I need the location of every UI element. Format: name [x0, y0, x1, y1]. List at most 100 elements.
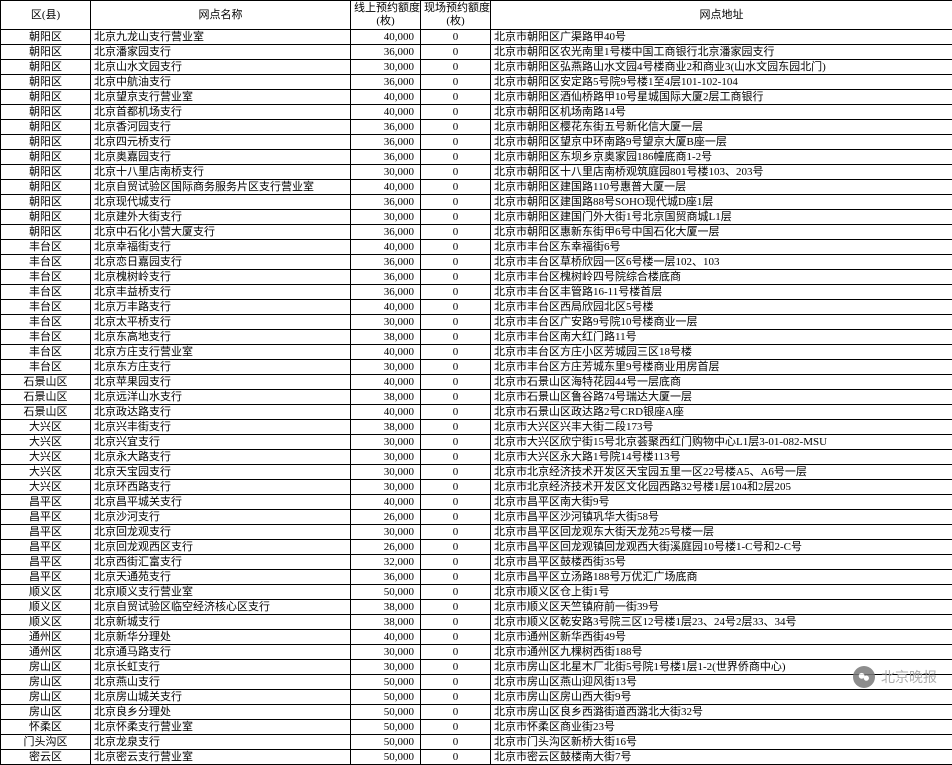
cell: 北京房山城关支行 [91, 690, 351, 705]
cell: 0 [421, 105, 491, 120]
cell: 50,000 [351, 735, 421, 750]
cell: 北京市朝阳区农光南里1号楼中国工商银行北京潘家园支行 [491, 45, 952, 60]
cell: 0 [421, 285, 491, 300]
cell: 朝阳区 [1, 30, 91, 45]
cell: 北京苹果园支行 [91, 375, 351, 390]
cell: 北京市门头沟区新桥大街16号 [491, 735, 952, 750]
cell: 北京市朝阳区樱花东街五号新化信大厦一层 [491, 120, 952, 135]
cell: 36,000 [351, 150, 421, 165]
cell: 丰台区 [1, 345, 91, 360]
cell: 北京九龙山支行营业室 [91, 30, 351, 45]
cell: 北京市丰台区方庄芳城东里9号楼商业用房首层 [491, 360, 952, 375]
cell: 丰台区 [1, 315, 91, 330]
table-row: 丰台区北京方庄支行营业室40,0000北京市丰台区方庄小区芳城园三区18号楼 [1, 345, 952, 360]
table-row: 门头沟区北京龙泉支行50,0000北京市门头沟区新桥大街16号 [1, 735, 952, 750]
cell: 40,000 [351, 240, 421, 255]
cell: 50,000 [351, 705, 421, 720]
cell: 密云区 [1, 750, 91, 765]
table-row: 朝阳区北京中石化小营大厦支行36,0000北京市朝阳区惠新东街甲6号中国石化大厦… [1, 225, 952, 240]
col-header-0: 区(县) [1, 1, 91, 30]
cell: 房山区 [1, 675, 91, 690]
cell: 北京市顺义区天竺镇府前一街39号 [491, 600, 952, 615]
cell: 30,000 [351, 165, 421, 180]
cell: 房山区 [1, 690, 91, 705]
cell: 0 [421, 150, 491, 165]
table-row: 丰台区北京太平桥支行30,0000北京市丰台区广安路9号院10号楼商业一层 [1, 315, 952, 330]
cell: 丰台区 [1, 270, 91, 285]
cell: 北京山水文园支行 [91, 60, 351, 75]
cell: 北京市朝阳区十八里店南桥观筑庭园801号楼103、203号 [491, 165, 952, 180]
cell: 0 [421, 405, 491, 420]
cell: 石景山区 [1, 375, 91, 390]
cell: 北京天宝园支行 [91, 465, 351, 480]
cell: 0 [421, 165, 491, 180]
cell: 怀柔区 [1, 720, 91, 735]
cell: 顺义区 [1, 615, 91, 630]
cell: 30,000 [351, 315, 421, 330]
cell: 北京密云支行营业室 [91, 750, 351, 765]
cell: 朝阳区 [1, 150, 91, 165]
cell: 36,000 [351, 270, 421, 285]
table-row: 丰台区北京丰益桥支行36,0000北京市丰台区丰管路16-11号楼首层 [1, 285, 952, 300]
cell: 50,000 [351, 675, 421, 690]
table-row: 朝阳区北京四元桥支行36,0000北京市朝阳区望京中环南路9号望京大厦B座一层 [1, 135, 952, 150]
table-row: 大兴区北京环西路支行30,0000北京市北京经济技术开发区文化园西路32号楼1层… [1, 480, 952, 495]
cell: 北京市丰台区草桥欣园一区6号楼一层102、103 [491, 255, 952, 270]
table-row: 石景山区北京远洋山水支行38,0000北京市石景山区鲁谷路74号瑞达大厦一层 [1, 390, 952, 405]
cell: 40,000 [351, 405, 421, 420]
col-header-4: 网点地址 [491, 1, 952, 30]
cell: 通州区 [1, 630, 91, 645]
cell: 36,000 [351, 225, 421, 240]
cell: 石景山区 [1, 405, 91, 420]
cell: 北京建外大街支行 [91, 210, 351, 225]
cell: 北京市大兴区永大路1号院14号楼113号 [491, 450, 952, 465]
cell: 丰台区 [1, 240, 91, 255]
cell: 大兴区 [1, 435, 91, 450]
table-row: 大兴区北京兴丰街支行38,0000北京市大兴区兴丰大街二段173号 [1, 420, 952, 435]
cell: 50,000 [351, 585, 421, 600]
table-row: 顺义区北京自贸试验区临空经济核心区支行38,0000北京市顺义区天竺镇府前一街3… [1, 600, 952, 615]
cell: 朝阳区 [1, 120, 91, 135]
cell: 北京永大路支行 [91, 450, 351, 465]
cell: 0 [421, 585, 491, 600]
table-row: 丰台区北京东高地支行38,0000北京市丰台区南大红门路11号 [1, 330, 952, 345]
table-row: 丰台区北京幸福街支行40,0000北京市丰台区东幸福街6号 [1, 240, 952, 255]
cell: 北京市昌平区鼓楼西街35号 [491, 555, 952, 570]
cell: 0 [421, 645, 491, 660]
cell: 北京怀柔支行营业室 [91, 720, 351, 735]
cell: 0 [421, 195, 491, 210]
cell: 北京奥嘉园支行 [91, 150, 351, 165]
cell: 北京中航油支行 [91, 75, 351, 90]
cell: 昌平区 [1, 555, 91, 570]
cell: 北京市通州区九棵树西街188号 [491, 645, 952, 660]
cell: 0 [421, 675, 491, 690]
cell: 0 [421, 420, 491, 435]
cell: 0 [421, 480, 491, 495]
cell: 北京新华分理处 [91, 630, 351, 645]
cell: 北京丰益桥支行 [91, 285, 351, 300]
cell: 北京兴宜支行 [91, 435, 351, 450]
cell: 北京市丰台区丰管路16-11号楼首层 [491, 285, 952, 300]
table-row: 朝阳区北京自贸试验区国际商务服务片区支行营业室40,0000北京市朝阳区建国路1… [1, 180, 952, 195]
cell: 北京市丰台区东幸福街6号 [491, 240, 952, 255]
cell: 40,000 [351, 180, 421, 195]
cell: 36,000 [351, 135, 421, 150]
cell: 50,000 [351, 690, 421, 705]
cell: 0 [421, 615, 491, 630]
cell: 北京十八里店南桥支行 [91, 165, 351, 180]
cell: 38,000 [351, 600, 421, 615]
cell: 北京恋日嘉园支行 [91, 255, 351, 270]
cell: 0 [421, 210, 491, 225]
cell: 北京环西路支行 [91, 480, 351, 495]
table-row: 房山区北京良乡分理处50,0000北京市房山区良乡西潞街道西潞北大街32号 [1, 705, 952, 720]
cell: 36,000 [351, 45, 421, 60]
cell: 0 [421, 375, 491, 390]
cell: 北京西街汇富支行 [91, 555, 351, 570]
table-row: 昌平区北京回龙观支行30,0000北京市昌平区回龙观东大街天龙苑25号楼一层 [1, 525, 952, 540]
cell: 北京顺义支行营业室 [91, 585, 351, 600]
cell: 北京市石景山区海特花园44号一层底商 [491, 375, 952, 390]
cell: 0 [421, 390, 491, 405]
cell: 0 [421, 525, 491, 540]
col-header-3: 现场预约额度(枚) [421, 1, 491, 30]
cell: 北京昌平城关支行 [91, 495, 351, 510]
